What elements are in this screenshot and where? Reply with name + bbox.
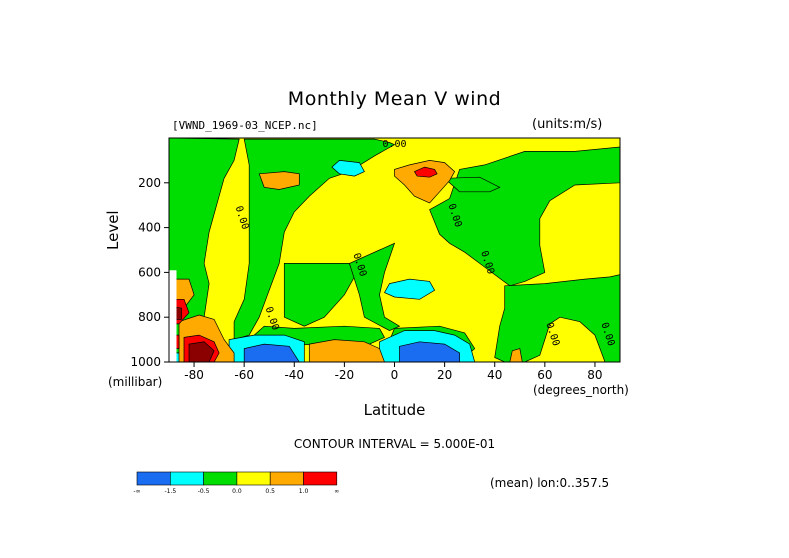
mean-longitude-label: (mean) lon:0..357.5 xyxy=(490,476,610,490)
contour-region-green xyxy=(443,176,501,193)
colorbar-label: -1.5 xyxy=(164,488,176,495)
contour-region-red xyxy=(414,166,438,178)
x-tick-label: -20 xyxy=(335,368,355,382)
chart-title: Monthly Mean V wind xyxy=(287,88,502,110)
contour-regions xyxy=(167,138,620,362)
x-tick-label: 20 xyxy=(437,368,452,382)
colorbar-swatch xyxy=(203,471,238,486)
colorbar-label: 1.0 xyxy=(299,488,309,495)
x-tick-label: 80 xyxy=(587,368,602,382)
contour-region-blue xyxy=(399,341,460,362)
colorbar-swatch xyxy=(170,471,204,486)
contour-region-blue xyxy=(243,343,300,362)
colorbar-label: 0.0 xyxy=(232,488,242,495)
contour-region-orange xyxy=(394,160,456,204)
contour-region-orange xyxy=(258,171,300,190)
colorbar-swatch xyxy=(303,471,338,486)
contour-region-cyan xyxy=(331,160,365,177)
units-label: (units:m/s) xyxy=(532,117,603,132)
y-tick-label: 400 xyxy=(138,221,161,235)
contour-interval-label: CONTOUR INTERVAL = 5.000E-01 xyxy=(293,437,496,451)
y-tick-label: 1000 xyxy=(130,355,161,369)
y-tick-label: 200 xyxy=(138,176,161,190)
x-tick-label: 60 xyxy=(537,368,552,382)
x-axis-ticks: -80 -60 -40 -20 0 20 40 60 80 xyxy=(184,362,603,382)
dataset-label: [VWND_1969-03_NCEP.nc] xyxy=(172,119,318,132)
x-tick-label: -60 xyxy=(234,368,254,382)
x-tick-label: 0 xyxy=(391,368,399,382)
contour-region-orange xyxy=(509,348,523,362)
colorbar-label: 0.5 xyxy=(265,488,275,495)
x-axis-label: Latitude xyxy=(363,401,426,419)
contour-region-darkred xyxy=(188,341,215,362)
contour-region-green xyxy=(494,274,620,362)
colorbar-label: ∞ xyxy=(334,488,339,495)
colorbar-label: -∞ xyxy=(133,488,140,495)
colorbar-swatch xyxy=(236,471,271,486)
y-axis-unit: (millibar) xyxy=(108,375,163,389)
contour-label: 0.00 xyxy=(382,139,406,150)
colorbar-swatch xyxy=(269,471,304,486)
y-tick-label: 600 xyxy=(138,265,161,279)
contour-region-green xyxy=(233,138,396,341)
colorbar-swatch xyxy=(136,471,171,486)
y-axis-ticks: 200 400 600 800 1000 xyxy=(130,176,169,369)
contour-region-cyan xyxy=(384,278,436,300)
colorbar-label: -0.5 xyxy=(198,488,210,495)
contour-region-white xyxy=(167,270,177,362)
x-tick-label: -80 xyxy=(184,368,204,382)
contour-region-green xyxy=(348,242,401,331)
x-axis-unit: (degrees_north) xyxy=(533,383,629,397)
x-tick-label: -40 xyxy=(284,368,304,382)
contour-region-orange xyxy=(308,339,385,362)
y-tick-label: 800 xyxy=(138,310,161,324)
colorbar: -∞ -1.5 -0.5 0.0 0.5 1.0 ∞ xyxy=(133,471,339,495)
x-tick-label: 40 xyxy=(487,368,502,382)
